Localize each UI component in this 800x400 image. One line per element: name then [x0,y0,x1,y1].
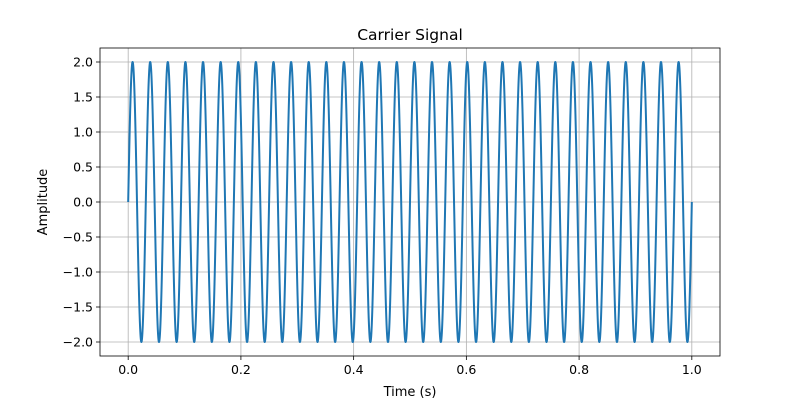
y-tick-label: 0.0 [73,195,93,210]
y-tick-label: −1.5 [63,300,93,315]
y-tick-label: 2.0 [73,55,93,70]
y-tick-label: −0.5 [63,230,93,245]
x-tick-label: 1.0 [682,362,702,377]
chart-title: Carrier Signal [357,26,463,44]
y-tick-label: 1.0 [73,125,93,140]
x-tick-label: 0.2 [231,362,251,377]
y-tick-label: −2.0 [63,335,93,350]
x-tick-label: 0.8 [569,362,589,377]
x-axis-title: Time (s) [383,385,437,400]
x-tick-label: 0.4 [344,362,364,377]
y-tick-label: 0.5 [73,160,93,175]
x-tick-label: 0.6 [456,362,476,377]
y-tick-label: 1.5 [73,90,93,105]
x-tick-label: 0.0 [118,362,138,377]
y-axis-title: Amplitude [36,169,51,236]
y-tick-label: −1.0 [63,265,93,280]
carrier-signal-line [127,61,693,343]
